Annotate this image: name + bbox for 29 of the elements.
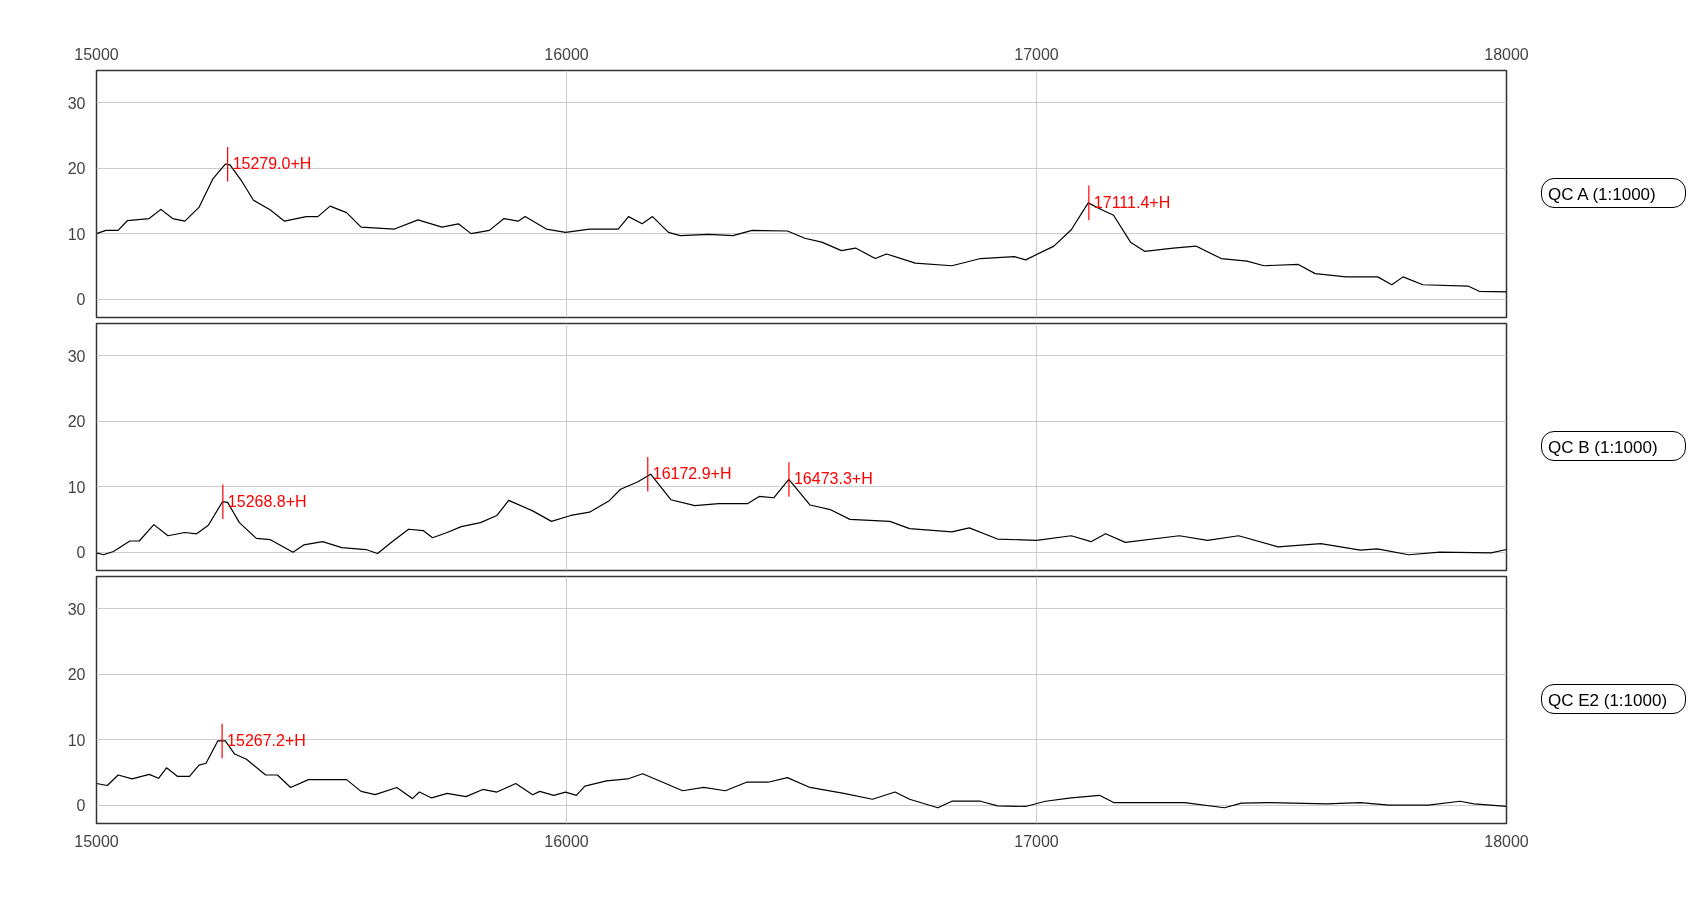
x-tick-label: 17000 xyxy=(1014,45,1059,63)
y-tick-label: 10 xyxy=(67,478,86,496)
x-tick-label: 16000 xyxy=(544,45,589,63)
y-tick-label: 10 xyxy=(67,225,86,243)
x-tick-label: 18000 xyxy=(1484,832,1529,850)
y-tick-label: 0 xyxy=(76,291,86,309)
annotation: 15279.0+H xyxy=(232,155,312,173)
annotation: 16473.3+H xyxy=(793,470,873,488)
annotation: 16172.9+H xyxy=(652,465,732,483)
x-tick-label: 15000 xyxy=(74,832,119,850)
y-tick-label: 20 xyxy=(67,413,86,431)
y-tick-label: 20 xyxy=(67,160,86,178)
y-tick-label: 30 xyxy=(67,94,86,112)
y-tick-label: 0 xyxy=(76,797,86,815)
x-tick-label: 18000 xyxy=(1484,45,1529,63)
x-tick-label: 17000 xyxy=(1014,832,1059,850)
x-tick-label: 16000 xyxy=(544,832,589,850)
x-tick-label: 15000 xyxy=(74,45,119,63)
y-tick-label: 10 xyxy=(67,731,86,749)
y-tick-label: 0 xyxy=(76,544,86,562)
y-tick-label: 20 xyxy=(67,666,86,684)
y-tick-label: 30 xyxy=(67,347,86,365)
text: QC A (1:1000) xyxy=(1548,184,1656,206)
annotation: 17111.4+H xyxy=(1093,193,1171,211)
text: QC E2 (1:1000) xyxy=(1548,690,1668,712)
y-tick-label: 30 xyxy=(67,600,86,618)
annotation: 15267.2+H xyxy=(227,731,306,749)
text: QC B (1:1000) xyxy=(1548,437,1658,459)
annotation: 15268.8+H xyxy=(227,492,307,510)
